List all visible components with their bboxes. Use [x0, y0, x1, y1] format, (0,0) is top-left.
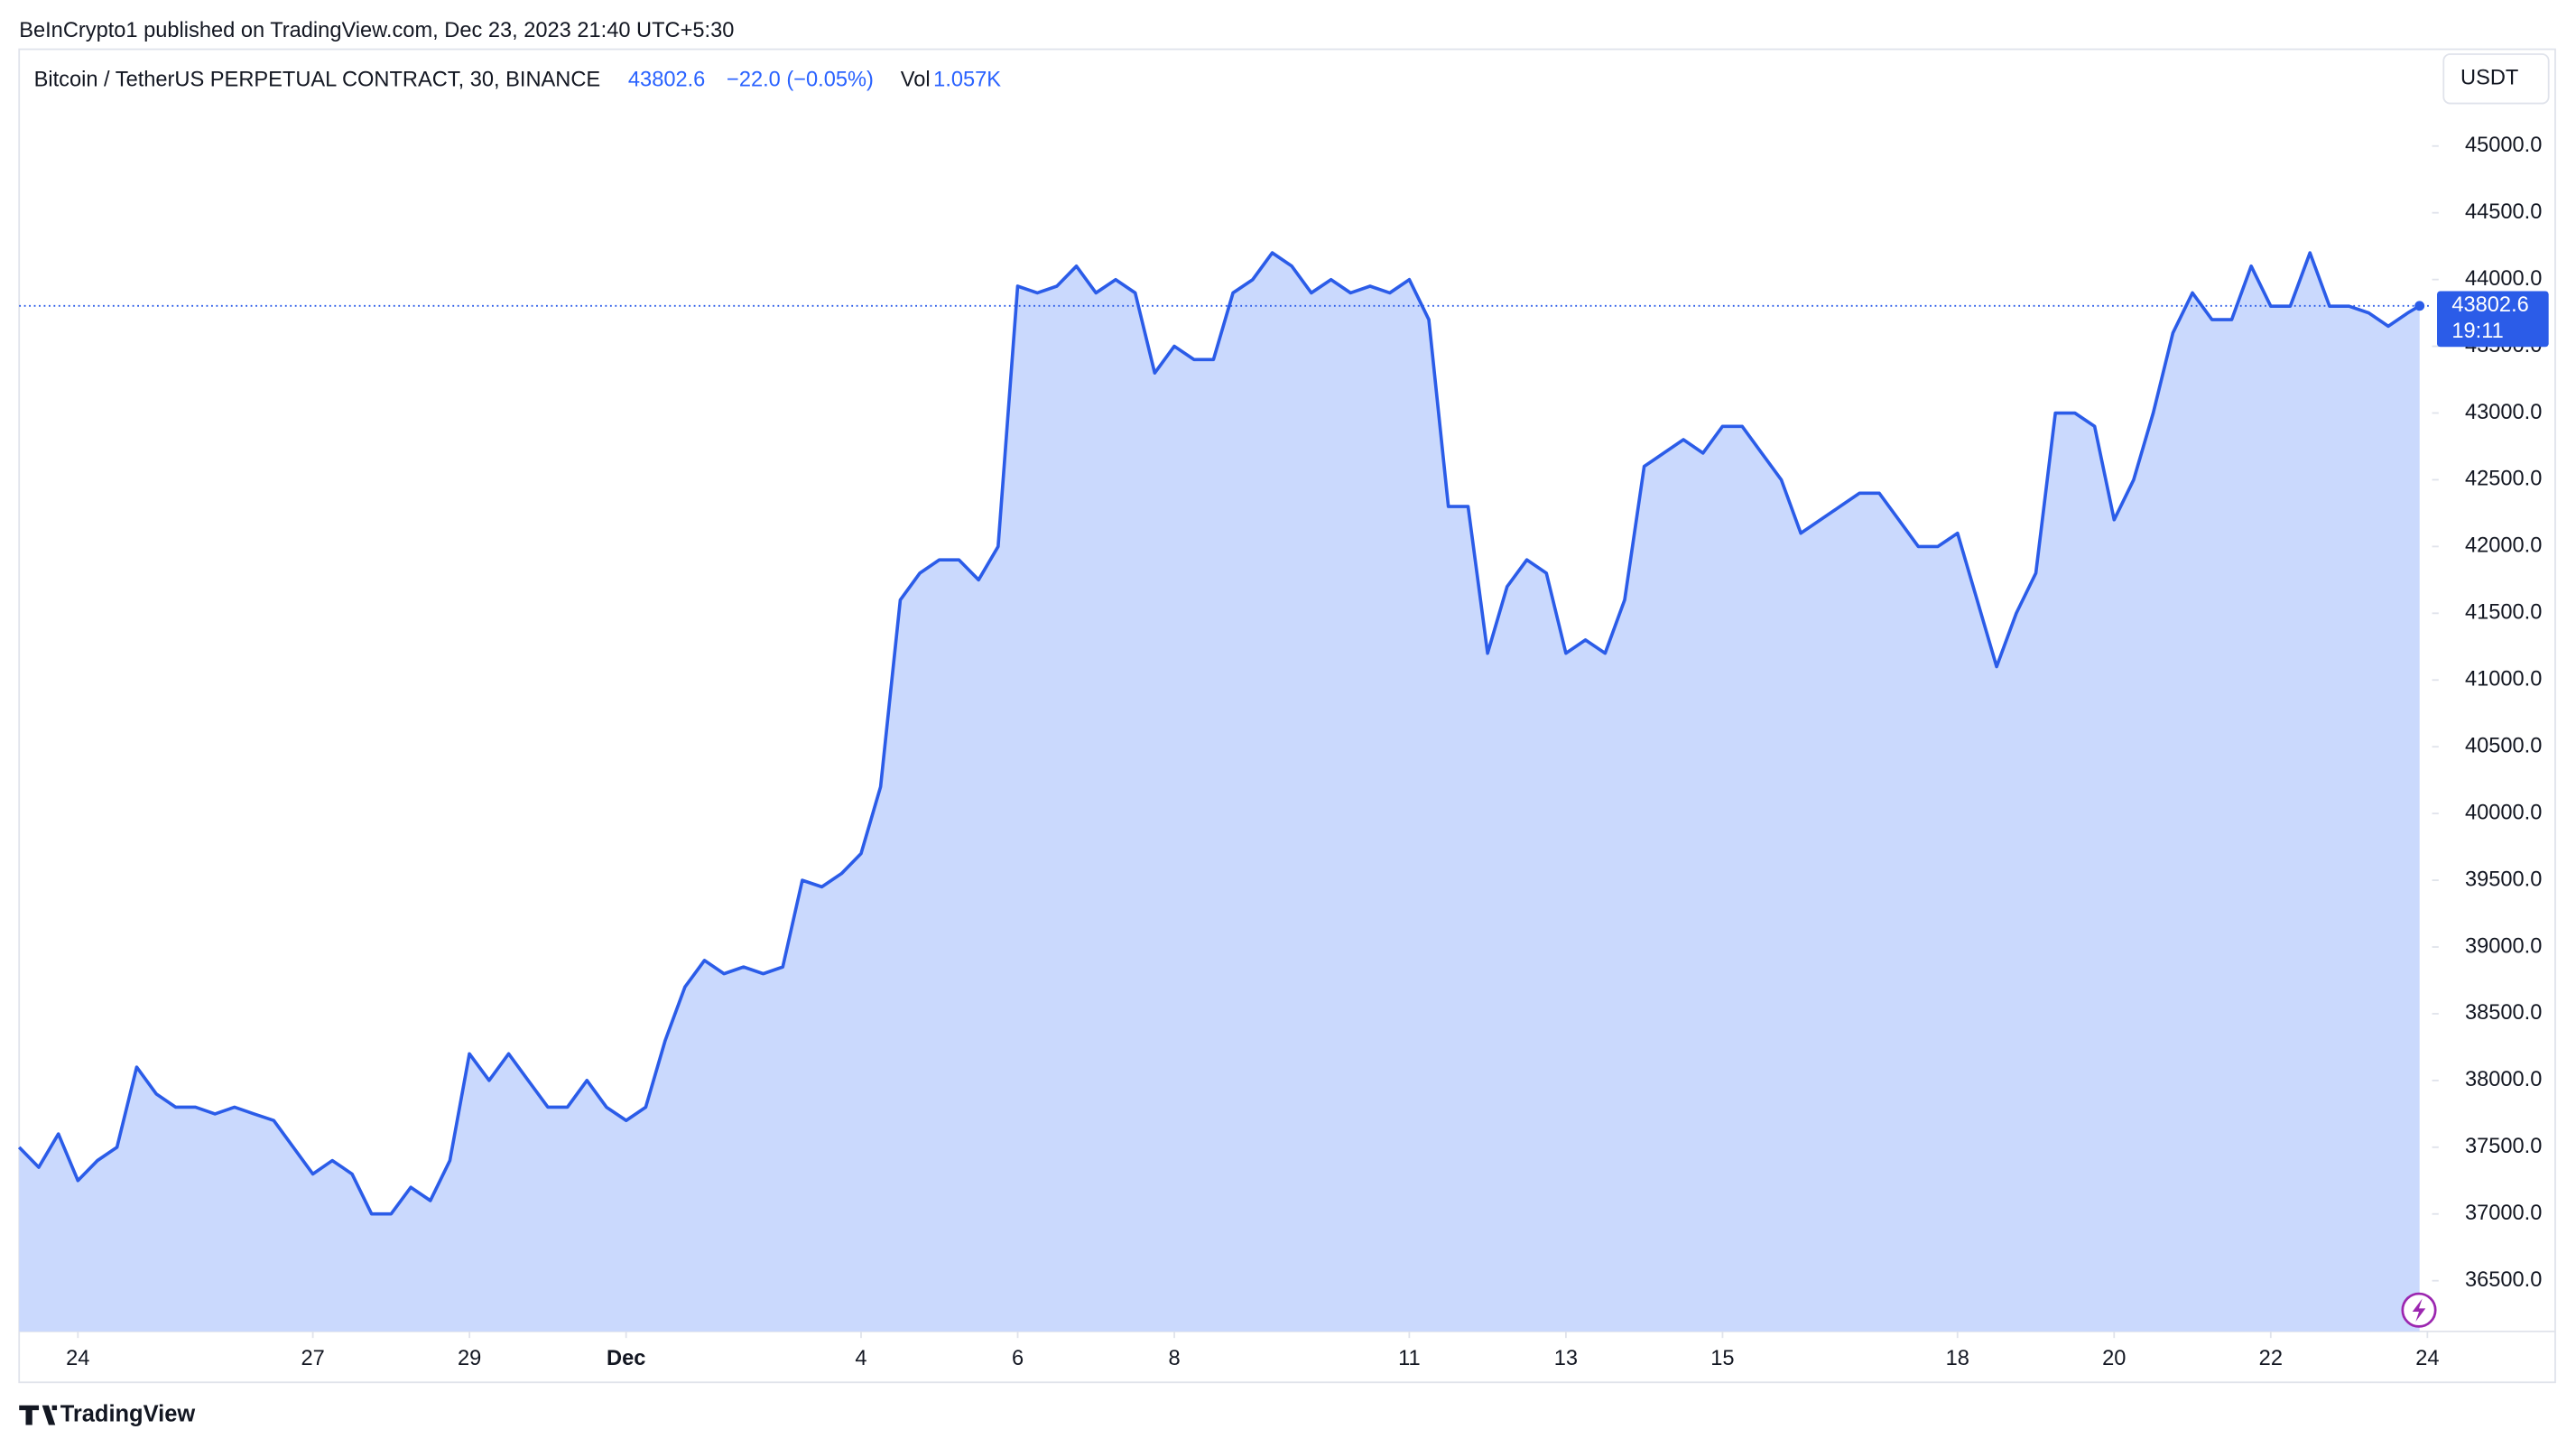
- x-tick-label: 11: [1398, 1347, 1421, 1370]
- area-fill: [19, 253, 2420, 1332]
- x-tick-label: 20: [2102, 1347, 2126, 1370]
- y-tick-label: 40500.0: [2465, 734, 2542, 757]
- x-tick-label: 29: [458, 1347, 481, 1370]
- y-tick-label: 36500.0: [2465, 1268, 2542, 1292]
- lightning-glyph: [2412, 1298, 2426, 1322]
- published-line: BeInCrypto1 published on TradingView.com…: [19, 19, 734, 42]
- x-tick-label: Dec: [607, 1347, 645, 1370]
- footer-brand: TradingView: [60, 1401, 196, 1426]
- vol-label: Vol: [901, 68, 931, 91]
- x-tick-label: 13: [1554, 1347, 1578, 1370]
- y-tick-label: 41500.0: [2465, 601, 2542, 625]
- currency[interactable]: USDT: [2460, 67, 2518, 90]
- price-tag-value: 43802.6: [2451, 293, 2528, 317]
- plot: [17, 251, 2425, 1332]
- y-tick-label: 42500.0: [2465, 468, 2542, 491]
- y-tick-label: 41000.0: [2465, 668, 2542, 692]
- x-tick-label: 24: [2415, 1347, 2439, 1370]
- change: −22.0 (−0.05%): [727, 68, 874, 91]
- x-tick-label: 24: [66, 1347, 89, 1370]
- symbol: Bitcoin / TetherUS PERPETUAL CONTRACT, 3…: [34, 68, 601, 91]
- y-tick-label: 37500.0: [2465, 1135, 2542, 1158]
- price: 43802.6: [628, 68, 705, 91]
- vol: 1.057K: [933, 68, 1001, 91]
- x-tick-label: 27: [301, 1347, 324, 1370]
- y-tick-label: 38000.0: [2465, 1068, 2542, 1091]
- x-tick-label: 8: [1168, 1347, 1180, 1370]
- y-tick-label: 38500.0: [2465, 1001, 2542, 1025]
- last-point: [2414, 301, 2425, 311]
- price-tag: [2437, 291, 2549, 348]
- y-tick-label: 42000.0: [2465, 534, 2542, 558]
- x-tick-label: 18: [1946, 1347, 1969, 1370]
- y-tick-label: 39000.0: [2465, 934, 2542, 958]
- x-tick-label: 4: [855, 1347, 866, 1370]
- chart-frame: [18, 48, 2556, 1384]
- x-tick-label: 22: [2259, 1347, 2283, 1370]
- logo-icon: [19, 1405, 58, 1425]
- x-tick-label: 6: [1012, 1347, 1024, 1370]
- y-tick-label: 44500.0: [2465, 200, 2542, 224]
- y-tick-label: 45000.0: [2465, 134, 2542, 157]
- y-tick-label: 39500.0: [2465, 868, 2542, 891]
- x-tick-label: 15: [1710, 1347, 1734, 1370]
- currency-button[interactable]: [2442, 53, 2550, 105]
- y-tick-label: 43000.0: [2465, 401, 2542, 424]
- y-tick-label: 37000.0: [2465, 1202, 2542, 1225]
- y-tick-label: 40000.0: [2465, 801, 2542, 824]
- y-tick-label: 44000.0: [2465, 267, 2542, 291]
- price-tag-countdown: 19:11: [2451, 320, 2503, 343]
- price-line: [17, 251, 2421, 1216]
